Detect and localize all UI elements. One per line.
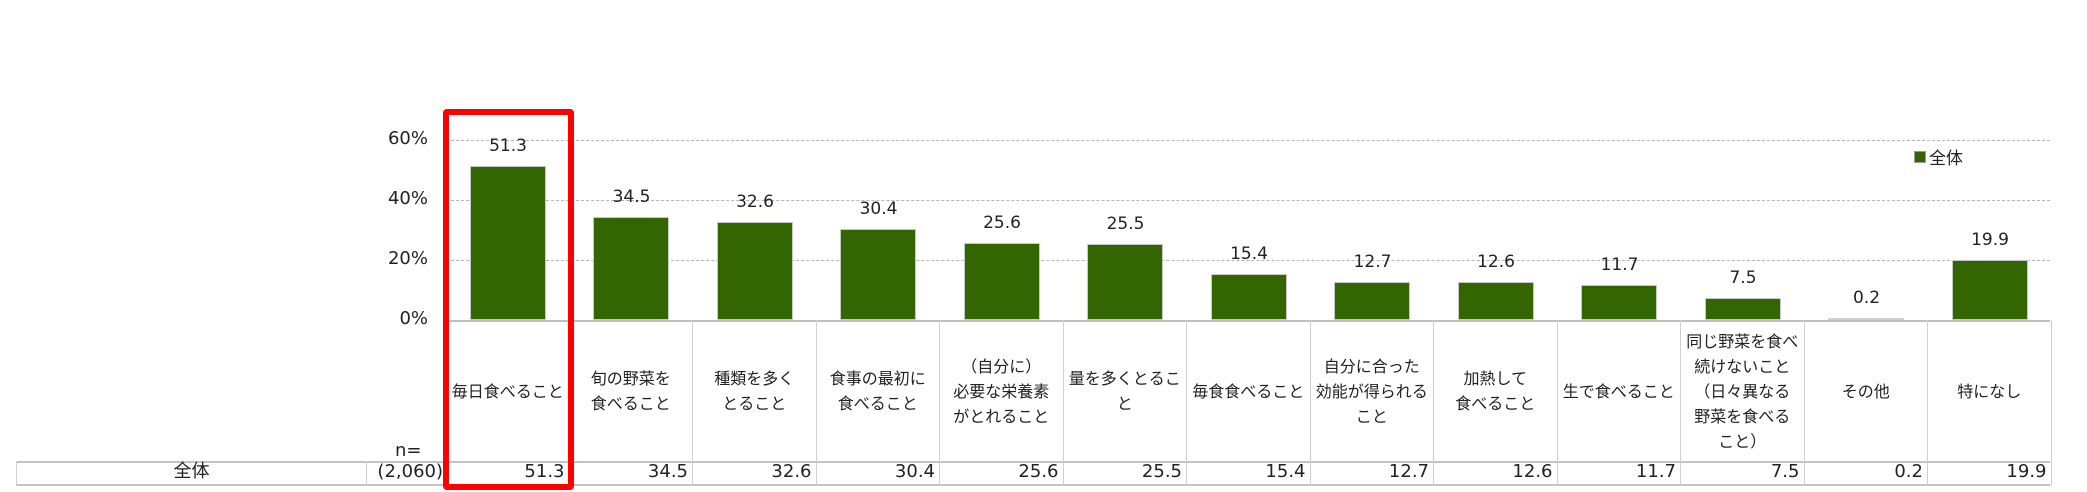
category-label: 量を多くとること (1064, 320, 1187, 462)
bar-value-label: 30.4 (859, 198, 898, 219)
y-tick-20: 20% (387, 248, 428, 269)
table-value-cell: 25.5 (1064, 461, 1187, 486)
legend-swatch-icon (1914, 150, 1926, 163)
bar-10 (1704, 297, 1781, 320)
gridline-20 (446, 260, 2050, 261)
table-value-cell: 7.5 (1681, 461, 1805, 486)
y-tick-0: 0% (399, 308, 428, 329)
bar-value-label: 12.7 (1353, 251, 1392, 272)
table-value-cell: 0.2 (1805, 461, 1928, 486)
y-tick-40: 40% (387, 188, 428, 209)
bar-value-label: 51.3 (489, 136, 527, 157)
category-label: 特になし (1928, 320, 2052, 462)
bar-3 (840, 228, 917, 320)
bar-4 (963, 243, 1040, 320)
bar-value-label: 15.4 (1230, 243, 1268, 264)
data-table-row (16, 461, 2050, 486)
category-label: 種類を多く とること (693, 320, 817, 462)
bar-12 (1951, 260, 2028, 320)
category-label: （自分に） 必要な栄養素 がとれること (940, 320, 1064, 462)
bar-9 (1581, 284, 1658, 320)
n-header-label: n= (395, 440, 422, 461)
x-axis-baseline (446, 320, 2050, 322)
bar-8 (1457, 282, 1534, 320)
bar-value-label: 34.5 (612, 186, 651, 207)
table-value-cell: 15.4 (1187, 461, 1311, 486)
bar-2 (716, 222, 793, 320)
gridline-60 (446, 140, 2050, 141)
legend: 全体 (1914, 144, 1963, 169)
table-value-cell: 34.5 (570, 461, 693, 486)
category-label: 旬の野菜を 食べること (570, 320, 693, 462)
category-label: 自分に合った 効能が得られる こと (1311, 320, 1434, 462)
table-value-cell: 25.6 (940, 461, 1064, 486)
table-row-label: 全体 (16, 461, 367, 486)
legend-label: 全体 (1929, 149, 1963, 169)
bar-7 (1334, 281, 1411, 320)
category-label: その他 (1805, 320, 1928, 462)
bar-6 (1210, 273, 1287, 320)
bar-value-label: 7.5 (1729, 267, 1757, 288)
bar-0 (469, 166, 546, 320)
bar-value-label: 0.2 (1852, 288, 1881, 308)
table-value-cell: 30.4 (817, 461, 940, 486)
table-n-value: (2,060) (367, 461, 446, 486)
bar-value-label: 25.6 (983, 213, 1021, 234)
table-value-cell: 12.7 (1311, 461, 1434, 486)
table-value-cell: 19.9 (1928, 461, 2052, 486)
y-tick-60: 60% (387, 128, 428, 149)
bar-5 (1087, 243, 1164, 320)
bar-value-label: 11.7 (1600, 254, 1639, 275)
table-value-cell: 12.6 (1434, 461, 1558, 486)
bar-value-label: 12.6 (1477, 252, 1515, 273)
highlight-box (443, 109, 574, 490)
category-label: 毎食食べること (1187, 320, 1311, 462)
category-label: 食事の最初に 食べること (817, 320, 940, 462)
table-value-cell: 11.7 (1558, 461, 1681, 486)
category-label: 生で食べること (1558, 320, 1681, 462)
category-label: 加熱して 食べること (1434, 320, 1558, 462)
bar-value-label: 19.9 (1971, 230, 2009, 251)
gridline-40 (446, 200, 2050, 201)
category-label: 同じ野菜を食べ 続けないこと （日々異なる 野菜を食べる こと） (1681, 320, 1805, 462)
bar-value-label: 32.6 (736, 192, 774, 213)
bar-11 (1828, 318, 1905, 320)
bar-1 (593, 216, 670, 320)
table-value-cell: 32.6 (693, 461, 817, 486)
bar-value-label: 25.5 (1106, 213, 1145, 234)
